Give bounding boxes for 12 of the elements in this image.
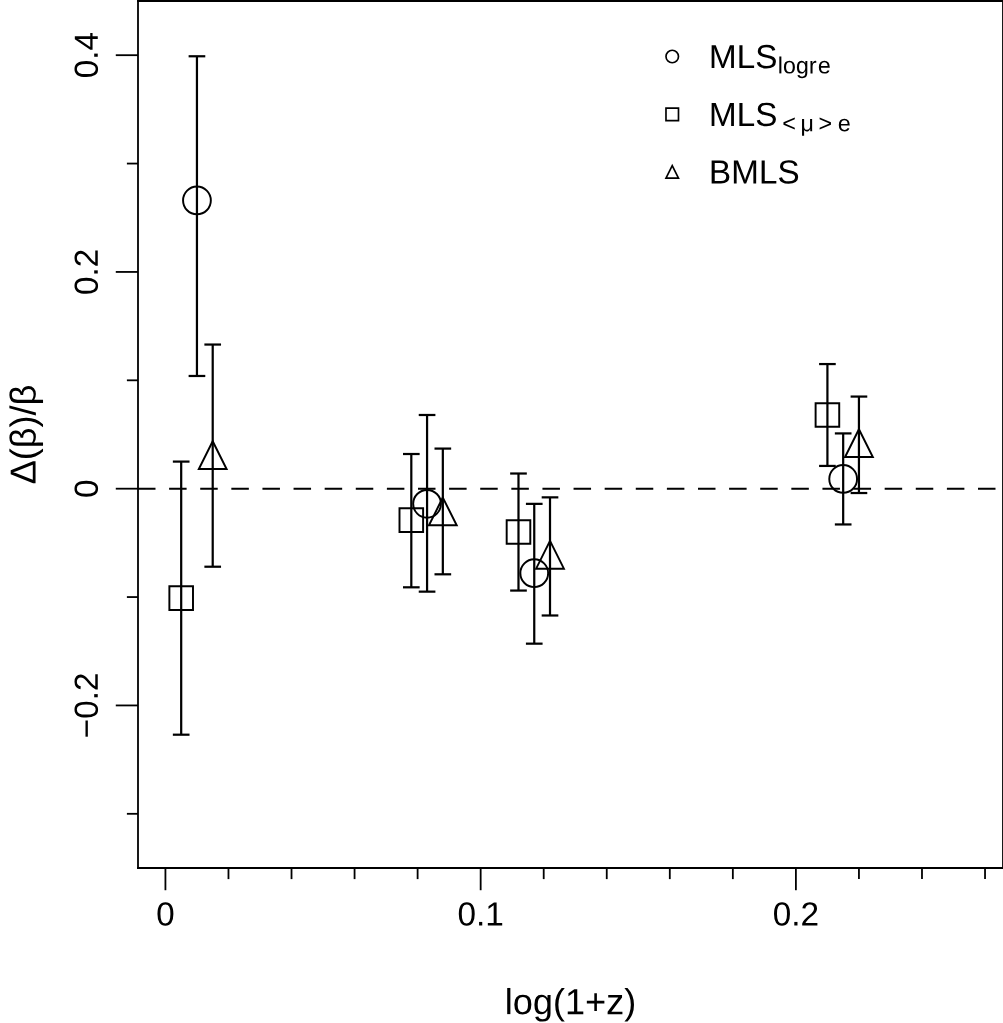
y-tick-label: 0.2	[74, 250, 99, 294]
y-tick-label: 0	[74, 480, 99, 497]
x-axis-title: log(1+z)	[507, 987, 634, 1022]
legend-label: MLS$_{logre}$	[711, 44, 830, 79]
legend-label: BMLS	[711, 160, 799, 184]
y-tick-label: 0.4	[74, 32, 99, 78]
x-tick-label: 0	[157, 902, 174, 926]
y-axis-title: Δ(β)/β	[9, 386, 44, 484]
legend-label: MLS$_{<μ>e}$	[711, 102, 850, 136]
x-tick-label: 0.1	[458, 902, 503, 926]
y-tick-label: −0.2	[74, 674, 99, 737]
x-tick-label: 0.2	[774, 902, 818, 926]
